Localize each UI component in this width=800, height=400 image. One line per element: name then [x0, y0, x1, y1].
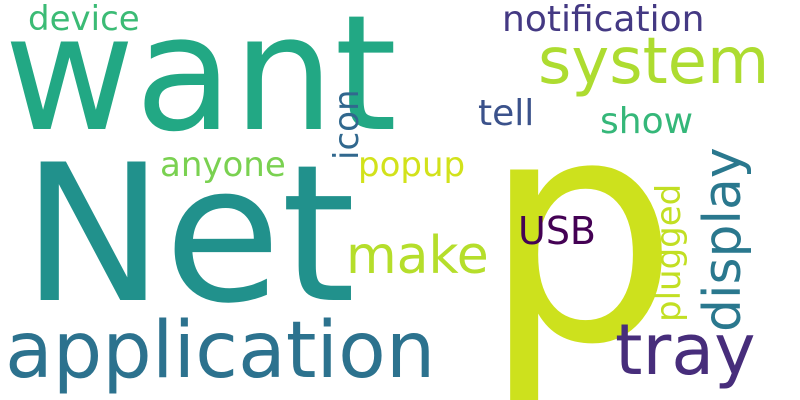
word-p: p [482, 52, 679, 400]
word-net: Net [22, 124, 356, 345]
word-usb: USB [518, 209, 597, 253]
word-tell: tell [478, 93, 535, 134]
word-anyone: anyone [160, 145, 286, 185]
word-show: show [600, 101, 694, 142]
word-application: application [5, 306, 436, 396]
word-popup: popup [358, 145, 466, 185]
word-icon: icon [327, 89, 367, 161]
word-notification: notification [502, 0, 705, 40]
word-display: display [693, 147, 753, 332]
word-make: make [346, 226, 489, 286]
word-system: system [538, 25, 770, 99]
word-tray: tray [615, 309, 756, 391]
word-plugged: plugged [649, 183, 689, 322]
word-want: want [4, 0, 398, 167]
word-device: device [28, 0, 140, 39]
